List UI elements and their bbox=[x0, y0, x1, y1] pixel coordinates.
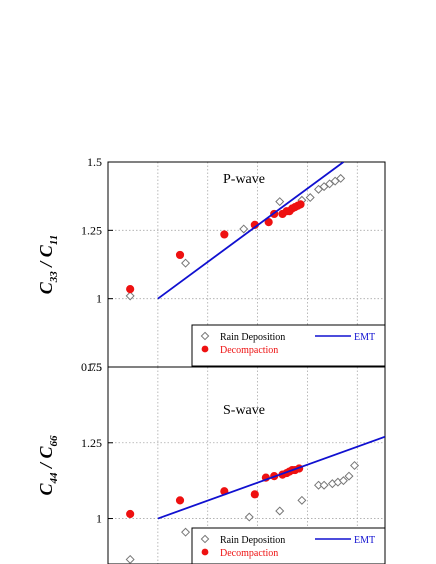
y-label-slash: / bbox=[36, 257, 56, 271]
y-label-denominator: C bbox=[36, 244, 56, 257]
y-label-denominator-subscript: 66 bbox=[48, 435, 60, 447]
legend: Rain Deposition Decompaction EMT bbox=[191, 324, 386, 367]
y-label-numerator-subscript: 44 bbox=[48, 472, 60, 485]
y-label-slash: / bbox=[36, 458, 56, 472]
y-tick-label: 1.5 bbox=[87, 360, 102, 374]
decompaction-point bbox=[220, 230, 229, 239]
y-label-numerator: C bbox=[36, 483, 56, 496]
y-tick-label: 1.5 bbox=[87, 155, 102, 169]
legend-decomp-marker bbox=[201, 345, 209, 353]
legend-emt-label: EMT bbox=[354, 535, 375, 546]
y-tick-label: 1 bbox=[96, 292, 102, 306]
y-tick-label: 1 bbox=[96, 512, 102, 526]
y-tick-label: 1.25 bbox=[81, 436, 102, 450]
legend-box bbox=[191, 324, 386, 367]
rain-deposition-point bbox=[125, 291, 135, 301]
legend-rain-marker bbox=[200, 331, 210, 341]
legend-rain-label: Rain Deposition bbox=[220, 535, 285, 546]
legend-rain-marker bbox=[200, 534, 210, 544]
rain-deposition-point bbox=[125, 554, 135, 564]
rain-deposition-point bbox=[305, 193, 315, 203]
rain-deposition-point bbox=[239, 224, 249, 234]
decompaction-point bbox=[264, 218, 273, 227]
rain-deposition-point bbox=[275, 197, 285, 207]
emt-line bbox=[157, 435, 385, 520]
y-label-denominator: C bbox=[36, 445, 56, 458]
y-label-numerator: C bbox=[36, 281, 56, 294]
y-tick-label: 1.25 bbox=[81, 223, 102, 237]
decompaction-point bbox=[175, 250, 185, 260]
decompaction-point bbox=[250, 490, 259, 499]
rain-deposition-point bbox=[344, 471, 354, 481]
decompaction-point bbox=[126, 285, 135, 294]
rain-deposition-point bbox=[297, 495, 307, 505]
decompaction-point bbox=[126, 509, 135, 519]
rain-deposition-point bbox=[275, 506, 285, 516]
legend-emt-label: EMT bbox=[354, 332, 375, 343]
legend-box bbox=[191, 527, 386, 564]
rain-deposition-point bbox=[181, 258, 191, 268]
y-label-denominator-subscript: 11 bbox=[48, 235, 60, 245]
y-axis-label: C44 / C66 bbox=[36, 435, 60, 496]
legend: Rain Deposition Decompaction EMT bbox=[191, 527, 386, 564]
decompaction-point bbox=[175, 496, 185, 505]
y-axis-label: C33 / C11 bbox=[36, 235, 60, 294]
decompaction-point bbox=[296, 200, 305, 209]
plot-frame bbox=[107, 366, 386, 564]
panel-title: S-wave bbox=[223, 403, 265, 418]
y-tick-label: 0.75 bbox=[81, 360, 102, 374]
panel-title: P-wave bbox=[223, 172, 265, 187]
data-layer bbox=[125, 435, 385, 564]
rain-deposition-point bbox=[244, 512, 254, 522]
rain-deposition-point bbox=[338, 476, 348, 486]
y-label-numerator-subscript: 33 bbox=[48, 271, 60, 284]
data-layer bbox=[125, 162, 346, 301]
rain-deposition-point bbox=[181, 527, 191, 537]
rain-deposition-point bbox=[319, 480, 329, 490]
rain-deposition-point bbox=[336, 173, 346, 183]
legend-decomp-label: Decompaction bbox=[220, 345, 278, 356]
legend-decomp-marker bbox=[201, 548, 209, 556]
legend-rain-label: Rain Deposition bbox=[220, 332, 285, 343]
rain-deposition-point bbox=[350, 460, 360, 471]
legend-decomp-label: Decompaction bbox=[220, 548, 278, 559]
emt-line bbox=[157, 162, 344, 300]
